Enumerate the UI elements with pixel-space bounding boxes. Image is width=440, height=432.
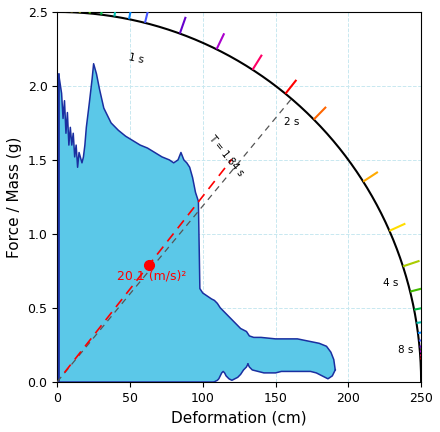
- X-axis label: Deformation (cm): Deformation (cm): [171, 410, 307, 425]
- Text: 4 s: 4 s: [383, 278, 399, 288]
- Text: 2 s: 2 s: [284, 118, 299, 127]
- Text: 1 s: 1 s: [128, 52, 145, 65]
- Text: 8 s: 8 s: [398, 345, 413, 355]
- Text: 20.1 (m/s)²: 20.1 (m/s)²: [117, 270, 186, 283]
- Y-axis label: Force / Mass (g): Force / Mass (g): [7, 136, 22, 257]
- Polygon shape: [57, 64, 335, 382]
- Text: T = 1.84 s: T = 1.84 s: [206, 133, 246, 178]
